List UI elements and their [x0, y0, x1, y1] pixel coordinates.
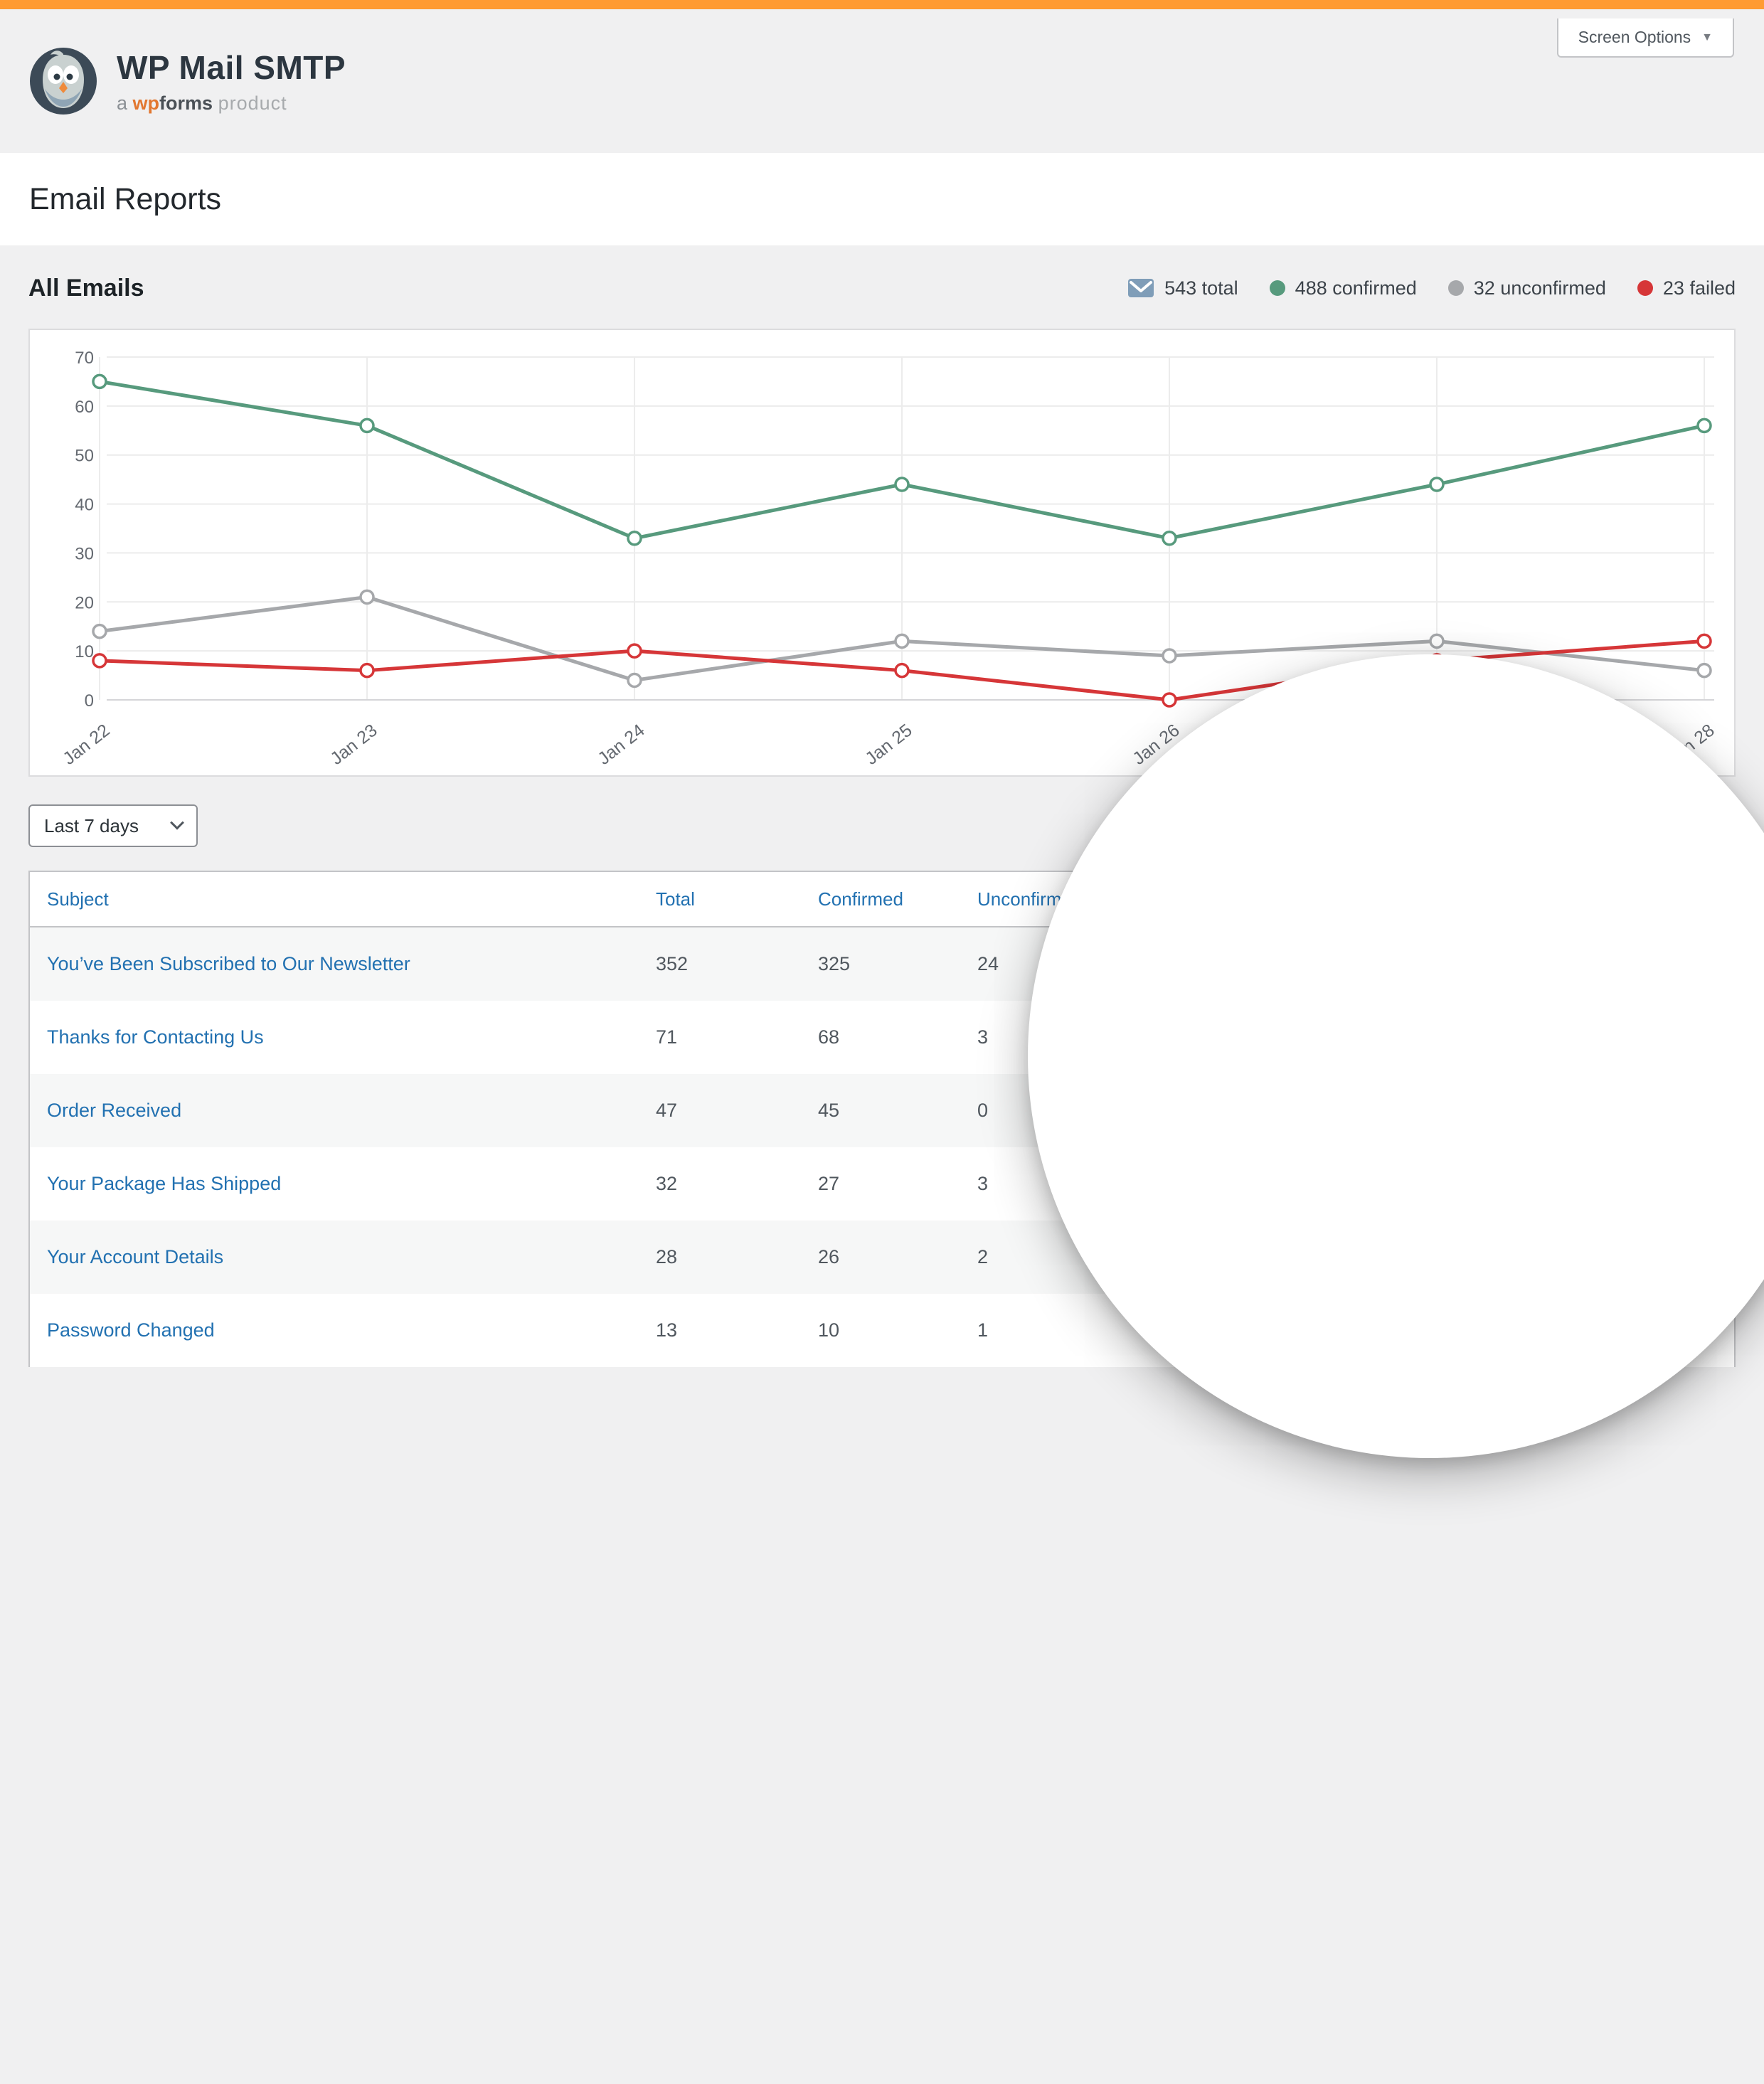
failed-dot-icon — [1637, 280, 1653, 296]
legend-label: 488 confirmed — [1295, 277, 1417, 299]
svg-text:60: 60 — [75, 398, 94, 417]
svg-text:10: 10 — [75, 642, 94, 661]
pigeon-logo-icon — [28, 46, 98, 116]
total-value: 47 — [656, 1100, 678, 1121]
total-value: 32 — [656, 1173, 678, 1194]
legend-label: 543 total — [1164, 277, 1238, 299]
legend-item: 32 unconfirmed — [1447, 277, 1606, 299]
unconfirmed-value: 0 — [977, 1100, 989, 1121]
legend-item: 543 total — [1127, 277, 1238, 299]
table-row: Password Changed131012 — [30, 1294, 1734, 1367]
byline-prefix: a — [117, 92, 128, 114]
unconfirmed-dot-icon — [1447, 280, 1464, 296]
table-row: Your Package Has Shipped 32 27 3 — [30, 1147, 1734, 1221]
svg-text:Jan 24: Jan 24 — [594, 721, 648, 769]
page-title-band: Email Reports — [0, 153, 1764, 245]
email-reports-page: WP Mail SMTP a wpforms product Screen Op… — [0, 0, 1764, 1458]
column-header-total[interactable]: Total — [656, 888, 695, 910]
section-title: All Emails — [28, 274, 144, 302]
top-orange-bar — [0, 0, 1764, 9]
unconfirmed-value: 3 — [977, 1173, 989, 1194]
svg-text:Jan 22: Jan 22 — [59, 721, 113, 769]
confirmed-value: 27 — [818, 1173, 840, 1194]
unconfirmed-value: 2 — [977, 1246, 989, 1267]
svg-text:Jan 23: Jan 23 — [326, 721, 381, 769]
brand-byline: a wpforms product — [117, 92, 346, 115]
page-title: Email Reports — [29, 181, 222, 216]
svg-text:70: 70 — [75, 349, 94, 368]
unconfirmed-value: 1 — [977, 1319, 989, 1341]
confirmed-value: 45 — [818, 1100, 840, 1121]
chart-legend: 543 total 488 confirmed 32 unconfirmed 23 f… — [1127, 277, 1736, 299]
subject-link[interactable]: Your Package Has Shipped — [47, 1173, 282, 1194]
total-value: 13 — [656, 1319, 678, 1341]
svg-text:40: 40 — [75, 496, 94, 515]
total-value: 71 — [656, 1026, 678, 1048]
confirmed-value: 26 — [818, 1246, 840, 1267]
confirmed-dot-icon — [1269, 280, 1285, 296]
product-title: WP Mail SMTP — [117, 48, 346, 86]
screen-options-button[interactable]: Screen Options ▼ — [1556, 18, 1734, 58]
unconfirmed-value: 3 — [977, 1026, 989, 1048]
chevron-down-icon: ▼ — [1701, 31, 1713, 43]
screen-options-label: Screen Options — [1578, 28, 1691, 46]
svg-text:30: 30 — [75, 544, 94, 563]
legend-label: 32 unconfirmed — [1473, 277, 1606, 299]
legend-label: 23 failed — [1662, 277, 1736, 299]
chevron-down-icon — [170, 815, 184, 830]
svg-text:50: 50 — [75, 447, 94, 466]
magnifier-overlay: Open Count Click Count 289(82%)86(24%)13… — [1028, 654, 1764, 1458]
plugin-header: WP Mail SMTP a wpforms product Screen Op… — [0, 9, 1764, 153]
column-header-confirmed[interactable]: Confirmed — [818, 888, 903, 910]
confirmed-value: 10 — [818, 1319, 840, 1341]
table-row: Thanks for Contacting Us 71 68 3 — [30, 1001, 1734, 1074]
section-head: All Emails 543 total 488 confirmed 32 unco… — [28, 271, 1736, 305]
unconfirmed-value: 24 — [977, 953, 999, 974]
byline-suffix: product — [218, 92, 287, 114]
column-header-subject[interactable]: Subject — [47, 888, 109, 910]
brand-text: WP Mail SMTP a wpforms product — [117, 48, 346, 115]
legend-item: 488 confirmed — [1269, 277, 1417, 299]
subject-link[interactable]: You’ve Been Subscribed to Our Newsletter — [47, 953, 410, 974]
wpforms-forms: forms — [159, 92, 213, 114]
legend-item: 23 failed — [1637, 277, 1736, 299]
confirmed-value: 325 — [818, 953, 851, 974]
total-value: 28 — [656, 1246, 678, 1267]
svg-text:0: 0 — [85, 691, 94, 711]
table-controls: Last 7 days — [28, 804, 1736, 847]
subject-link[interactable]: Thanks for Contacting Us — [47, 1026, 264, 1048]
date-range-select[interactable]: Last 7 days — [28, 804, 198, 847]
confirmed-value: 68 — [818, 1026, 840, 1048]
wpforms-wp: wp — [132, 92, 160, 114]
svg-text:20: 20 — [75, 593, 94, 612]
envelope-icon — [1128, 279, 1154, 297]
total-value: 352 — [656, 953, 689, 974]
subject-link[interactable]: Password Changed — [47, 1319, 215, 1341]
subject-link[interactable]: Your Account Details — [47, 1246, 224, 1267]
date-range-value: Last 7 days — [44, 814, 139, 836]
subject-link[interactable]: Order Received — [47, 1100, 182, 1121]
svg-text:Jan 25: Jan 25 — [861, 721, 915, 769]
